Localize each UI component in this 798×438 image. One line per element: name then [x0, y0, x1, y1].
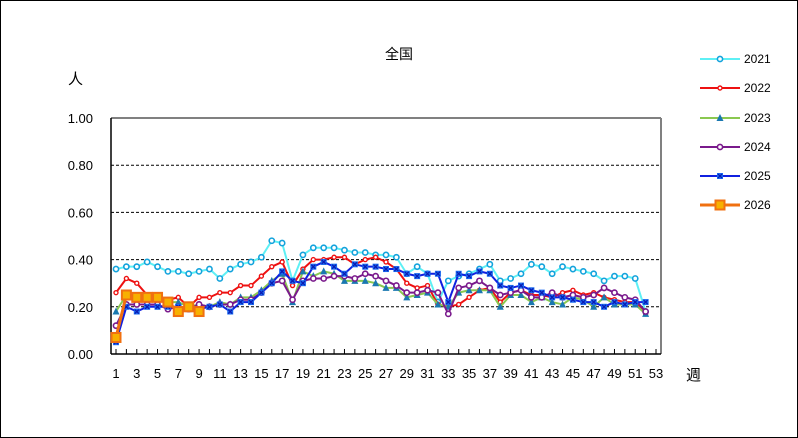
x-tick-label: 43 — [545, 366, 559, 381]
legend-item-2025: 2025 — [698, 169, 788, 198]
x-tick-label: 47 — [586, 366, 600, 381]
legend-swatch-icon — [700, 143, 740, 151]
legend-item-2023: 2023 — [698, 111, 788, 140]
x-tick-label: 15 — [254, 366, 268, 381]
y-tick-label: 0.20 — [68, 300, 93, 315]
x-tick-label: 19 — [296, 366, 310, 381]
x-tick-label: 3 — [133, 366, 140, 381]
legend-label: 2021 — [744, 52, 771, 66]
legend-label: 2022 — [744, 81, 771, 96]
y-axis-unit: 人 — [68, 71, 84, 88]
x-tick-label: 21 — [316, 366, 330, 381]
x-tick-label: 31 — [420, 366, 434, 381]
x-tick-label: 1 — [112, 366, 119, 381]
legend-swatch-icon — [700, 113, 740, 121]
y-tick-label: 0.60 — [68, 205, 93, 220]
x-tick-label: 37 — [483, 366, 497, 381]
legend-swatch-icon — [700, 85, 740, 91]
x-tick-label: 9 — [195, 366, 202, 381]
x-tick-label: 25 — [358, 366, 372, 381]
y-tick-label: 0.40 — [68, 253, 93, 268]
x-tick-label: 53 — [649, 366, 663, 381]
x-tick-label: 45 — [566, 366, 580, 381]
chart-title: 全国 — [385, 46, 413, 62]
x-tick-label: 29 — [400, 366, 414, 381]
x-tick-label: 49 — [607, 366, 621, 381]
legend-swatch-icon — [700, 173, 740, 180]
legend-label: 2024 — [744, 139, 771, 154]
legend-label: 2025 — [744, 169, 771, 184]
x-tick-label: 27 — [379, 366, 393, 381]
legend-swatch-icon — [700, 199, 740, 211]
legend-label: 2026 — [744, 198, 771, 213]
legend-item-2026: 2026 — [698, 198, 788, 227]
x-tick-label: 41 — [524, 366, 538, 381]
y-tick-label: 0.80 — [68, 158, 93, 173]
x-tick-label: 39 — [503, 366, 517, 381]
legend-swatch-icon — [700, 55, 740, 63]
x-tick-label: 13 — [233, 366, 247, 381]
y-tick-label: 0.00 — [68, 347, 93, 362]
x-tick-label: 51 — [628, 366, 642, 381]
x-tick-label: 23 — [337, 366, 351, 381]
legend-item-2021: 2021 — [698, 52, 788, 81]
x-tick-label: 7 — [175, 366, 182, 381]
series-2026 — [110, 289, 205, 343]
x-tick-label: 11 — [213, 366, 227, 381]
x-tick-label: 5 — [154, 366, 161, 381]
x-tick-label: 33 — [441, 366, 455, 381]
legend-item-2024: 2024 — [698, 140, 788, 169]
x-tick-label: 35 — [462, 366, 476, 381]
legend-label: 2023 — [744, 110, 771, 125]
y-tick-label: 1.00 — [68, 111, 93, 126]
legend-item-2022: 2022 — [698, 81, 788, 110]
legend: 2021 2022 2023 2024 2025 2026 — [698, 52, 788, 228]
x-tick-label: 17 — [275, 366, 289, 381]
x-axis-unit: 週 — [686, 367, 702, 384]
